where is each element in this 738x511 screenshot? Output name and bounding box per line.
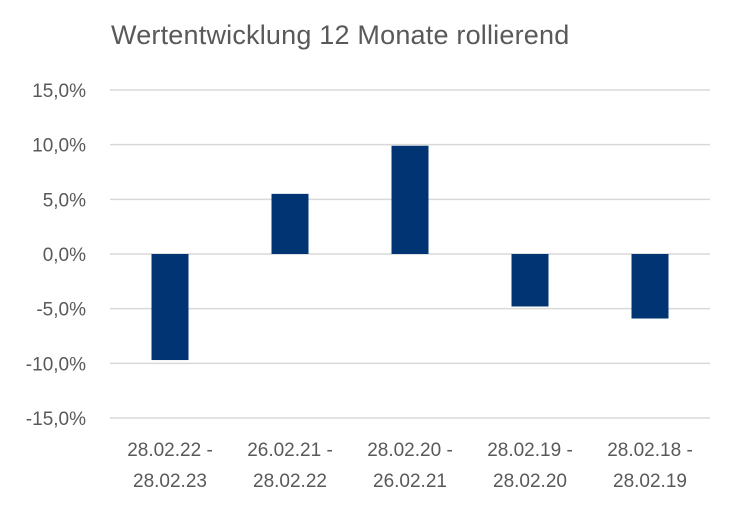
x-category-label-line: 28.02.20 — [493, 471, 567, 492]
bar — [271, 193, 309, 254]
x-category-label: 28.02.20 - 26.02.21 — [367, 440, 453, 492]
x-category-label: 28.02.22 - 28.02.23 — [127, 440, 213, 492]
bar — [631, 254, 669, 319]
x-category-label-line: 28.02.18 - — [607, 440, 693, 461]
x-category-label-line: 26.02.21 - — [247, 440, 333, 461]
x-category-label-line: 28.02.22 — [253, 471, 327, 492]
bar — [391, 145, 429, 254]
x-category-label-line: 28.02.22 - — [127, 440, 213, 461]
x-category-label-line: 28.02.23 — [133, 471, 207, 492]
y-tick-label: 0,0% — [43, 245, 86, 266]
x-category-label-line: 28.02.20 - — [367, 440, 453, 461]
bars — [151, 145, 669, 361]
y-tick-label: -10,0% — [26, 354, 86, 375]
y-tick-label: 15,0% — [32, 81, 86, 102]
y-tick-label: -15,0% — [26, 409, 86, 430]
x-category-label-line: 28.02.19 — [613, 471, 687, 492]
y-axis-tick-labels: 15,0% 10,0% 5,0% 0,0% -5,0% -10,0% -15,0% — [26, 81, 86, 430]
bar — [151, 254, 189, 361]
chart-title: Wertentwicklung 12 Monate rollierend — [111, 20, 570, 50]
x-category-label: 28.02.19 - 28.02.20 — [487, 440, 573, 492]
x-category-label: 28.02.18 - 28.02.19 — [607, 440, 693, 492]
x-category-label-line: 28.02.19 - — [487, 440, 573, 461]
y-tick-label: -5,0% — [36, 300, 86, 321]
y-tick-label: 5,0% — [43, 190, 86, 211]
x-axis-category-labels: 28.02.22 - 28.02.23 26.02.21 - 28.02.22 28.0… — [127, 440, 693, 492]
bar — [511, 254, 549, 307]
x-category-label: 26.02.21 - 28.02.22 — [247, 440, 333, 492]
y-tick-label: 10,0% — [32, 136, 86, 157]
x-category-label-line: 26.02.21 — [373, 471, 447, 492]
